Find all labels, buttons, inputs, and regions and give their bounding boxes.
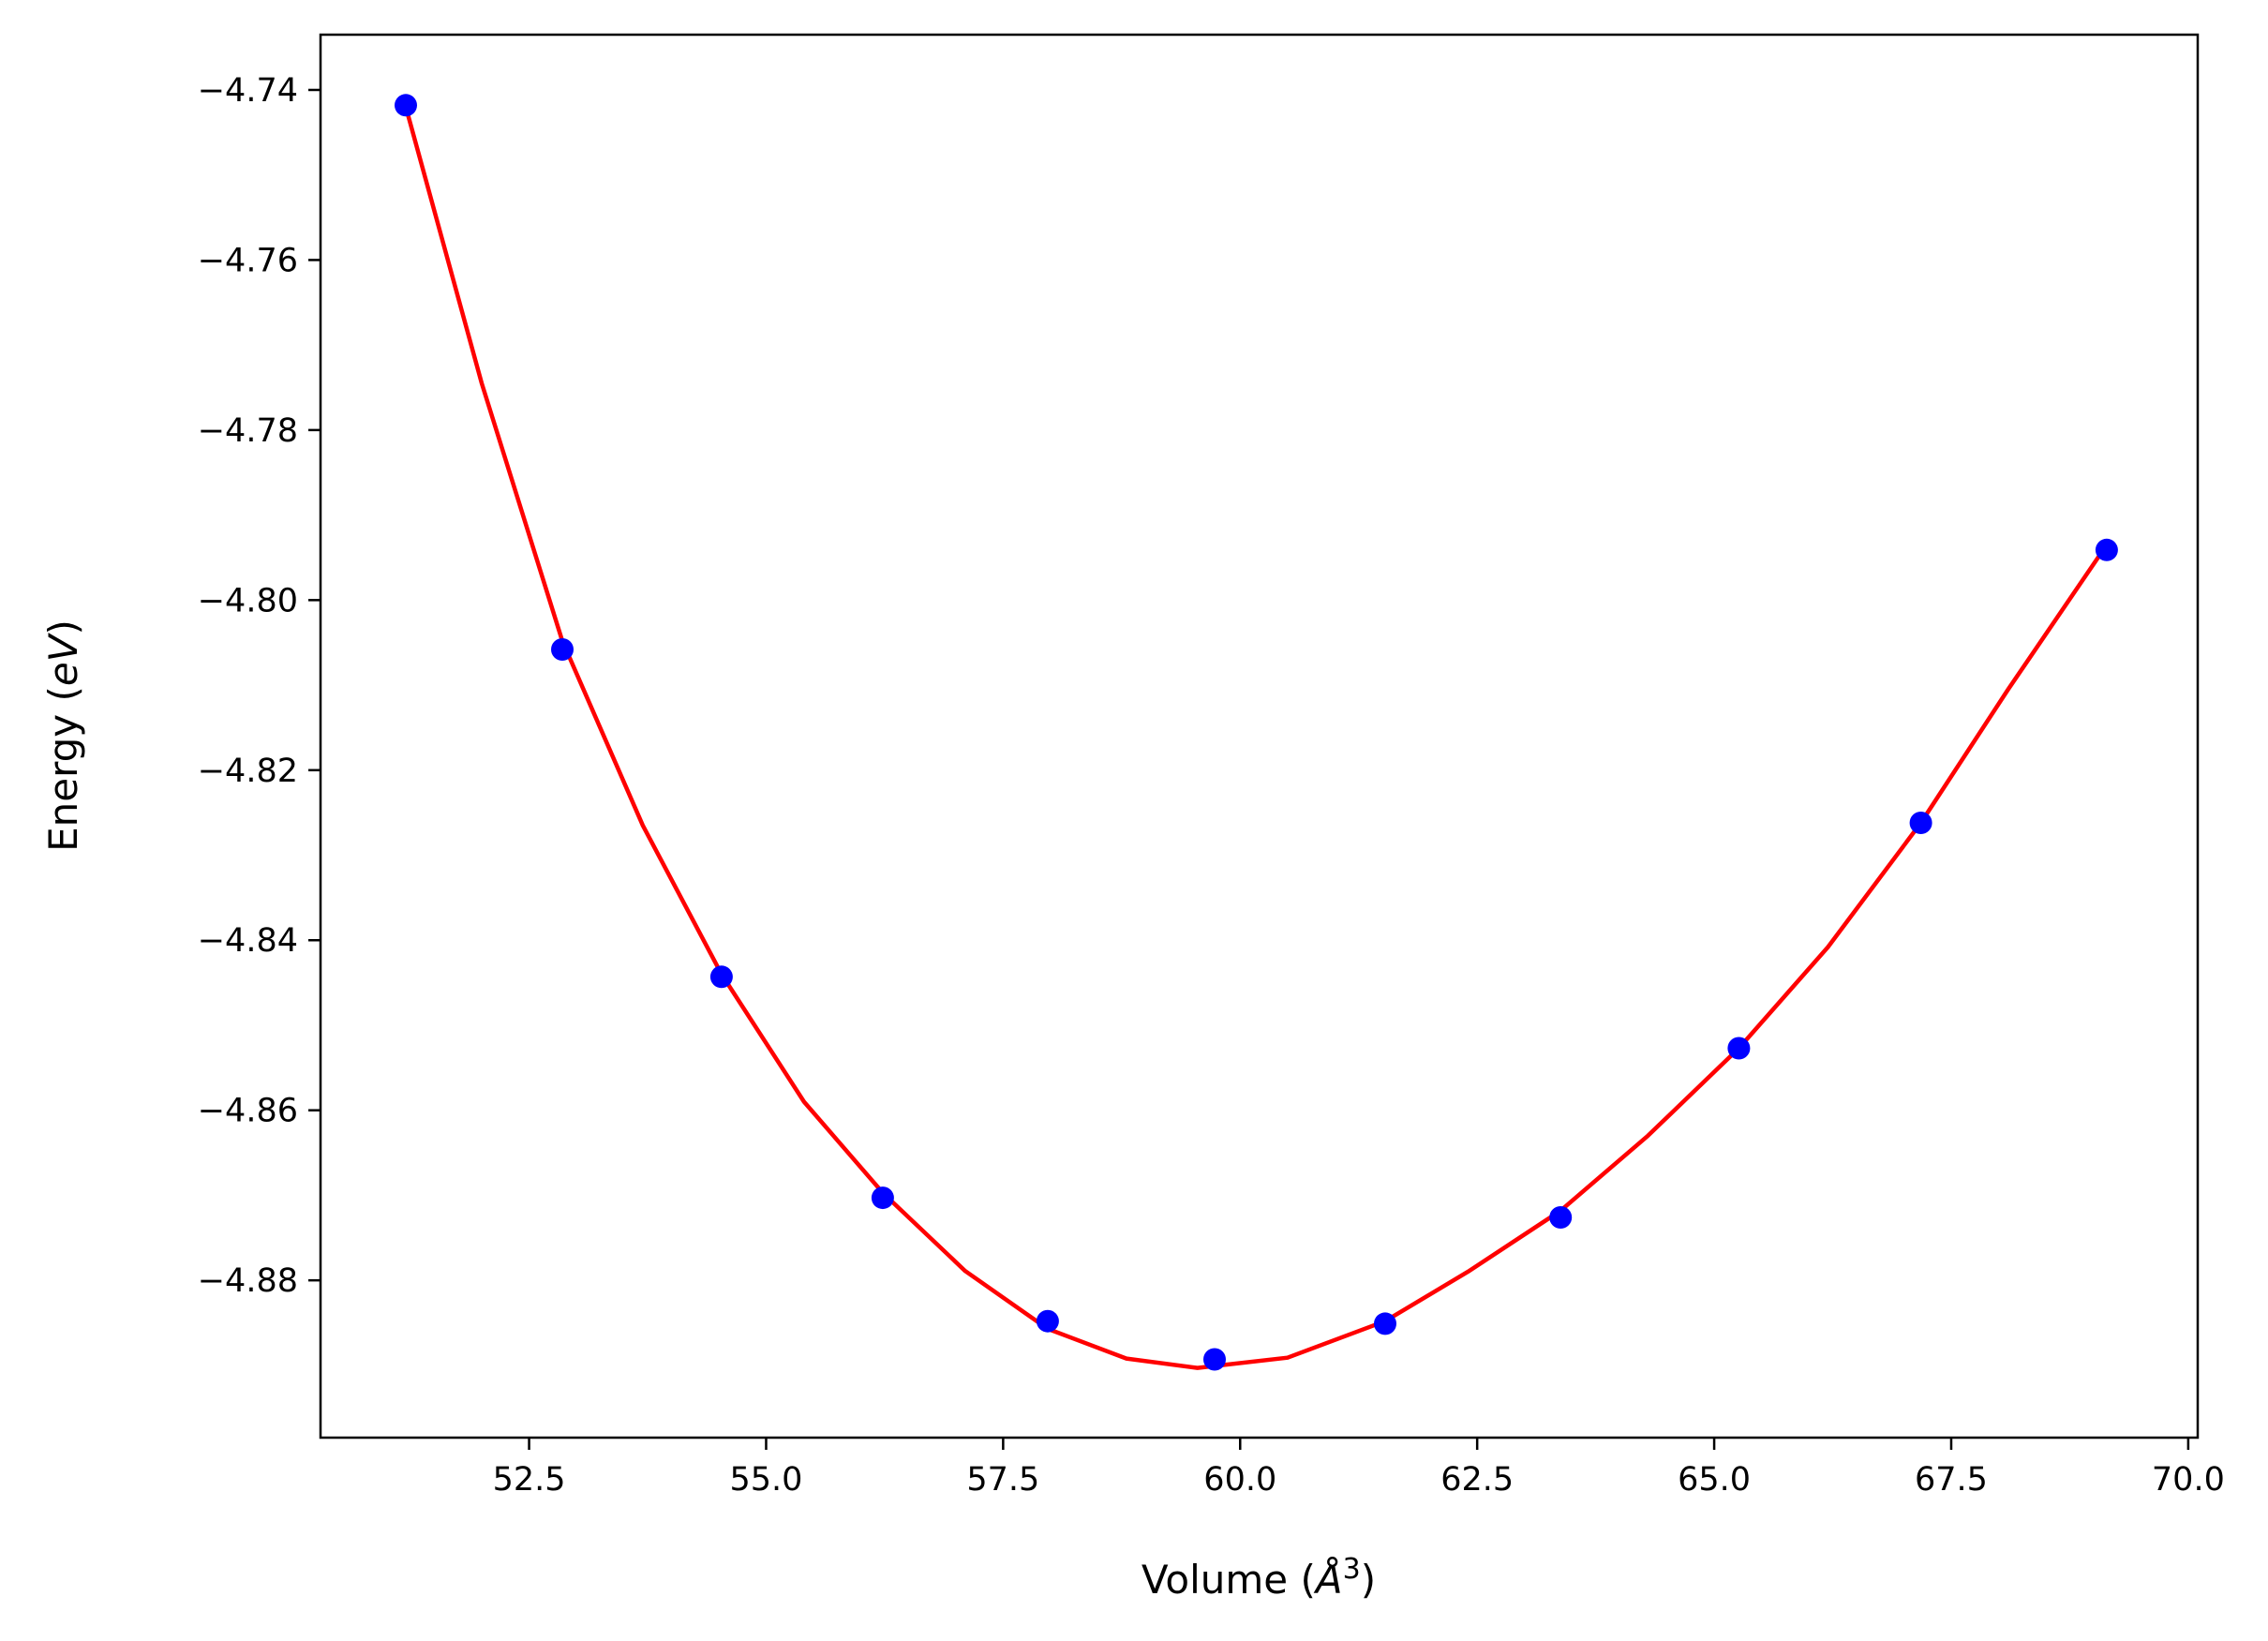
y-tick-label: −4.82 (198, 753, 298, 790)
data-point (1727, 1037, 1751, 1060)
data-point (1549, 1206, 1573, 1229)
y-tick-label: −4.78 (198, 412, 298, 450)
data-point (395, 94, 417, 117)
y-tick-label: −4.80 (198, 582, 298, 619)
y-tick-label: −4.74 (198, 72, 298, 110)
data-layer (395, 94, 2118, 1371)
y-axis-title: Energy (eV) (40, 619, 86, 852)
fit-curve-line (403, 106, 2109, 1370)
data-point (871, 1186, 894, 1210)
data-point (1203, 1348, 1226, 1371)
x-tick-label: 60.0 (1203, 1461, 1276, 1499)
x-tick-label: 62.5 (1440, 1461, 1514, 1499)
plot-frame (319, 33, 2200, 1440)
axes-layer: 52.5 55.0 57.5 60.0 62.5 65.0 67.5 70.0 −4.74 −4.… (198, 72, 2225, 1499)
y-tick-label: −4.76 (198, 242, 298, 279)
y-tick-label: −4.84 (198, 922, 298, 960)
y-tick-label: −4.88 (198, 1262, 298, 1300)
data-point (1036, 1309, 1059, 1333)
x-axis-title: Volume (Å3) (1141, 1553, 1376, 1603)
data-point (709, 965, 733, 989)
x-tick-label: 65.0 (1678, 1461, 1751, 1499)
x-tick-label: 70.0 (2152, 1461, 2225, 1499)
x-tick-label: 57.5 (966, 1461, 1039, 1499)
x-tick-label: 67.5 (1915, 1461, 1988, 1499)
data-point (551, 638, 574, 661)
data-point (1909, 812, 1932, 834)
x-tick-label: 52.5 (493, 1461, 566, 1499)
data-point (1374, 1312, 1396, 1335)
y-tick-label: −4.86 (198, 1093, 298, 1130)
x-tick-label: 55.0 (729, 1461, 802, 1499)
data-point (2095, 538, 2118, 561)
